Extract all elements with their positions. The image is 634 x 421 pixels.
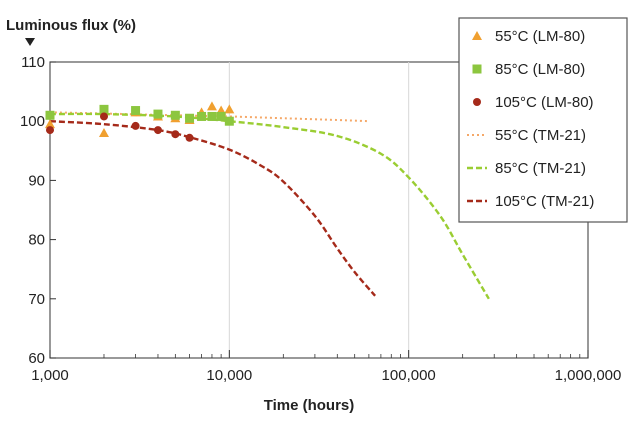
legend-marker — [472, 31, 482, 40]
data-point — [206, 101, 217, 111]
y-tick-label: 70 — [28, 291, 45, 308]
y-tick-label: 60 — [28, 350, 45, 367]
data-point — [153, 126, 162, 135]
data-point — [99, 104, 109, 114]
data-point — [185, 113, 195, 123]
series-line-5 — [49, 120, 377, 297]
legend-label: 55°C (LM-80) — [495, 28, 585, 45]
data-point — [131, 106, 141, 116]
data-point — [185, 133, 194, 142]
data-point — [131, 121, 140, 130]
y-axis-label: Luminous flux (%) — [6, 17, 136, 34]
data-point — [224, 116, 234, 126]
series-layer — [45, 101, 490, 300]
x-tick-label: 1,000,000 — [555, 367, 622, 384]
data-point — [170, 110, 180, 120]
data-point — [45, 110, 55, 120]
y-axis-arrow-icon — [25, 38, 35, 46]
data-point — [224, 104, 235, 114]
legend-marker — [473, 98, 481, 106]
axes-layer: 60 70 80 90 100 110 1,000 10,000 100,000 1,000,00… — [20, 38, 621, 384]
data-point — [171, 130, 180, 139]
y-tick-label: 100 — [20, 113, 45, 130]
legend: 55°C (LM-80) 85°C (LM-80) 105°C (LM-80) 55°… — [458, 17, 628, 223]
legend-marker — [472, 64, 482, 74]
legend-label: 85°C (LM-80) — [495, 61, 585, 78]
legend-label: 105°C (LM-80) — [495, 94, 594, 111]
legend-label: 105°C (TM-21) — [495, 193, 594, 210]
data-point — [216, 111, 226, 121]
legend-label: 85°C (TM-21) — [495, 160, 586, 177]
data-point — [46, 126, 54, 135]
x-tick-label: 10,000 — [206, 367, 252, 384]
series-line-4 — [49, 112, 490, 300]
legend-label: 55°C (TM-21) — [495, 127, 586, 144]
legend-box — [458, 17, 628, 223]
y-tick-label: 90 — [28, 172, 45, 189]
data-point — [99, 112, 108, 121]
data-point — [153, 109, 163, 119]
x-tick-label: 1,000 — [31, 367, 69, 384]
y-tick-label: 110 — [21, 54, 45, 71]
data-point — [207, 111, 217, 121]
y-tick-label: 80 — [28, 232, 45, 249]
data-point — [197, 111, 207, 121]
x-axis-label: Time (hours) — [264, 397, 355, 414]
x-tick-label: 100,000 — [382, 367, 436, 384]
data-point — [45, 119, 55, 129]
data-point — [98, 128, 109, 138]
